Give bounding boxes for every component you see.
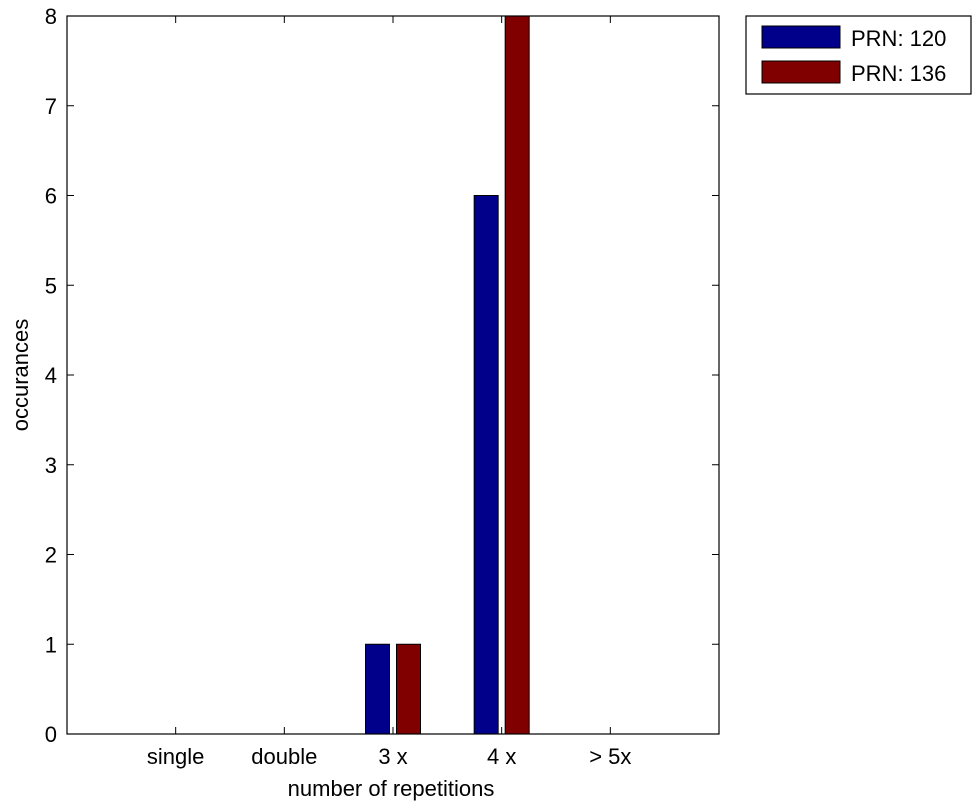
y-tick-label: 8 <box>45 4 57 29</box>
legend: PRN: 120 PRN: 136 <box>745 15 972 95</box>
y-tick-label: 1 <box>45 632 57 657</box>
bars-layer <box>365 15 530 735</box>
plot-frame <box>66 15 720 735</box>
x-tick-label: 3 x <box>378 744 407 769</box>
plot-area <box>67 16 719 734</box>
x-tick-label: 4 x <box>487 744 516 769</box>
bar-3-x-series-1 <box>396 643 421 735</box>
legend-label-prn-120: PRN: 120 <box>851 26 946 51</box>
y-tick-label: 4 <box>45 363 57 388</box>
legend-label-prn-136: PRN: 136 <box>851 61 946 86</box>
y-tick-label: 2 <box>45 543 57 568</box>
y-tick-label: 6 <box>45 184 57 209</box>
x-tick-label: double <box>251 744 317 769</box>
y-tick-label: 3 <box>45 453 57 478</box>
y-tick-label: 5 <box>45 273 57 298</box>
y-axis-label: occurances <box>8 319 33 432</box>
x-tick-label: > 5x <box>589 744 631 769</box>
y-tick-label: 0 <box>45 722 57 747</box>
x-axis-label: number of repetitions <box>288 776 495 801</box>
x-tick-labels: single double 3 x 4 x > 5x <box>147 744 632 769</box>
x-tick-label: single <box>147 744 204 769</box>
legend-swatch-prn-120 <box>761 25 841 49</box>
y-tick-label: 7 <box>45 94 57 119</box>
bar-3-x-series-0 <box>365 643 390 735</box>
legend-swatch-prn-136 <box>761 60 841 84</box>
bar-4-x-series-0 <box>473 195 499 735</box>
y-tick-labels: 0 1 2 3 4 5 6 7 8 <box>45 4 57 747</box>
bar-4-x-series-1 <box>504 15 530 735</box>
